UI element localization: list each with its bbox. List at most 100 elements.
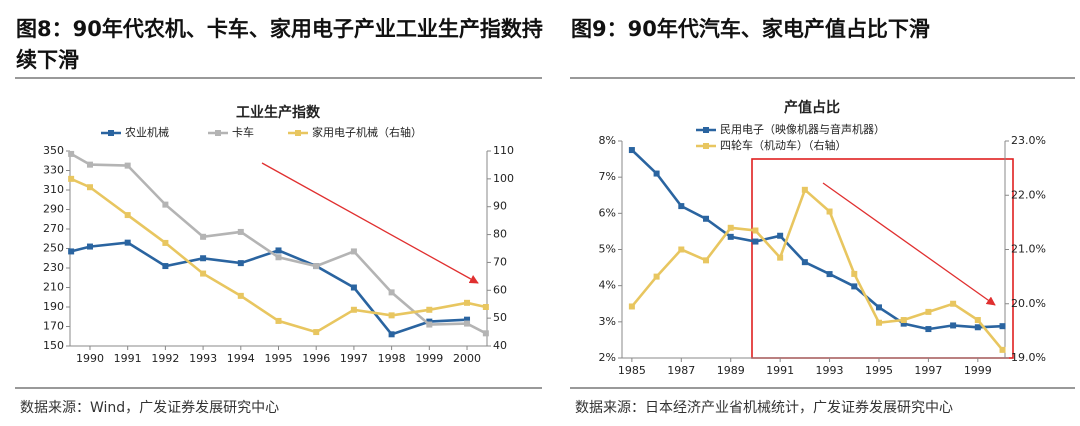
legend-marker <box>215 130 221 136</box>
y2-tick-label: 40 <box>493 339 507 352</box>
y2-tick-label: 60 <box>493 283 507 296</box>
point-marker <box>313 329 320 336</box>
point-marker <box>974 324 981 331</box>
point-marker <box>124 239 131 246</box>
point-marker <box>388 331 395 338</box>
point-marker <box>237 260 244 267</box>
y-tick-label: 330 <box>43 164 64 177</box>
x-tick-label: 1997 <box>340 352 368 365</box>
point-marker <box>68 175 75 182</box>
y-tick-label: 170 <box>43 320 64 333</box>
x-tick-label: 1990 <box>76 352 104 365</box>
legend-label: 民用电子（映像机器与音声机器） <box>720 122 885 136</box>
point-marker <box>313 263 320 270</box>
point-marker <box>464 320 471 327</box>
point-marker <box>875 319 882 326</box>
figure-title: 图9：90年代汽车、家电产值占比下滑 <box>571 17 930 41</box>
x-tick-label: 1995 <box>865 364 893 377</box>
point-marker <box>482 304 489 310</box>
point-marker <box>974 317 981 324</box>
y2-tick-label: 90 <box>493 200 507 213</box>
legend-label: 卡车 <box>232 125 254 139</box>
point-marker <box>275 254 282 261</box>
series-line <box>631 149 1003 331</box>
y2-tick-label: 110 <box>493 144 514 157</box>
point-marker <box>777 254 784 261</box>
legend-marker <box>703 127 709 133</box>
legend-label: 家用电子机械（右轴） <box>312 125 422 139</box>
x-tick-label: 1989 <box>717 364 745 377</box>
point-marker <box>950 300 957 307</box>
point-marker <box>752 227 759 234</box>
y-tick-label: 270 <box>43 222 64 235</box>
chart-title: 产值占比 <box>784 99 840 116</box>
series-line <box>70 152 487 335</box>
point-marker <box>237 228 244 235</box>
point-marker <box>350 248 357 255</box>
point-marker <box>426 306 433 313</box>
x-tick-label: 1991 <box>114 352 142 365</box>
x-tick-label: 1997 <box>914 364 942 377</box>
point-marker <box>388 289 395 296</box>
y2-tick-label: 23.0% <box>1011 134 1046 147</box>
point-marker <box>162 239 169 246</box>
point-marker <box>68 150 75 157</box>
point-marker <box>703 215 710 222</box>
point-marker <box>875 304 882 311</box>
y-tick-label: 3% <box>599 315 616 328</box>
legend-marker <box>295 130 301 136</box>
point-marker <box>678 203 685 210</box>
x-tick-label: 1999 <box>964 364 992 377</box>
point-marker <box>275 247 282 254</box>
y2-tick-label: 20.0% <box>1011 297 1046 310</box>
y2-tick-label: 50 <box>493 311 507 324</box>
x-tick-label: 1991 <box>766 364 794 377</box>
x-tick-label: 1998 <box>378 352 406 365</box>
point-marker <box>851 270 858 277</box>
figure-title: 图8：90年代农机、卡车、家用电子产业工业生产指数持续下滑 <box>16 17 543 72</box>
point-marker <box>752 238 759 245</box>
point-marker <box>950 322 957 329</box>
point-marker <box>826 271 833 278</box>
point-marker <box>628 147 635 154</box>
point-marker <box>86 161 93 168</box>
point-marker <box>237 292 244 299</box>
y-tick-label: 230 <box>43 261 64 274</box>
point-marker <box>200 270 207 277</box>
point-marker <box>200 255 207 262</box>
y-tick-label: 210 <box>43 281 64 294</box>
point-marker <box>999 323 1006 330</box>
point-marker <box>900 320 907 327</box>
y-tick-label: 6% <box>599 206 616 219</box>
point-marker <box>727 233 734 240</box>
point-marker <box>703 257 710 264</box>
point-marker <box>162 201 169 208</box>
y-tick-label: 290 <box>43 203 64 216</box>
point-marker <box>925 308 932 315</box>
point-marker <box>464 316 471 323</box>
y-tick-label: 190 <box>43 300 64 313</box>
point-marker <box>162 263 169 270</box>
point-marker <box>275 317 282 324</box>
y-tick-label: 4% <box>599 279 616 292</box>
y-tick-label: 7% <box>599 170 616 183</box>
trend-arrow <box>822 182 996 306</box>
point-marker <box>727 224 734 231</box>
point-marker <box>68 248 75 255</box>
point-marker <box>350 306 357 313</box>
legend-marker <box>703 143 709 149</box>
point-marker <box>350 284 357 291</box>
point-marker <box>801 259 808 266</box>
point-marker <box>124 212 131 219</box>
trend-arrow <box>261 162 479 284</box>
point-marker <box>900 317 907 324</box>
y-tick-label: 350 <box>43 144 64 157</box>
point-marker <box>826 208 833 215</box>
y-tick-label: 310 <box>43 183 64 196</box>
y-tick-label: 250 <box>43 242 64 255</box>
point-marker <box>464 299 471 306</box>
point-marker <box>653 170 660 177</box>
point-marker <box>777 232 784 239</box>
y2-tick-label: 70 <box>493 255 507 268</box>
